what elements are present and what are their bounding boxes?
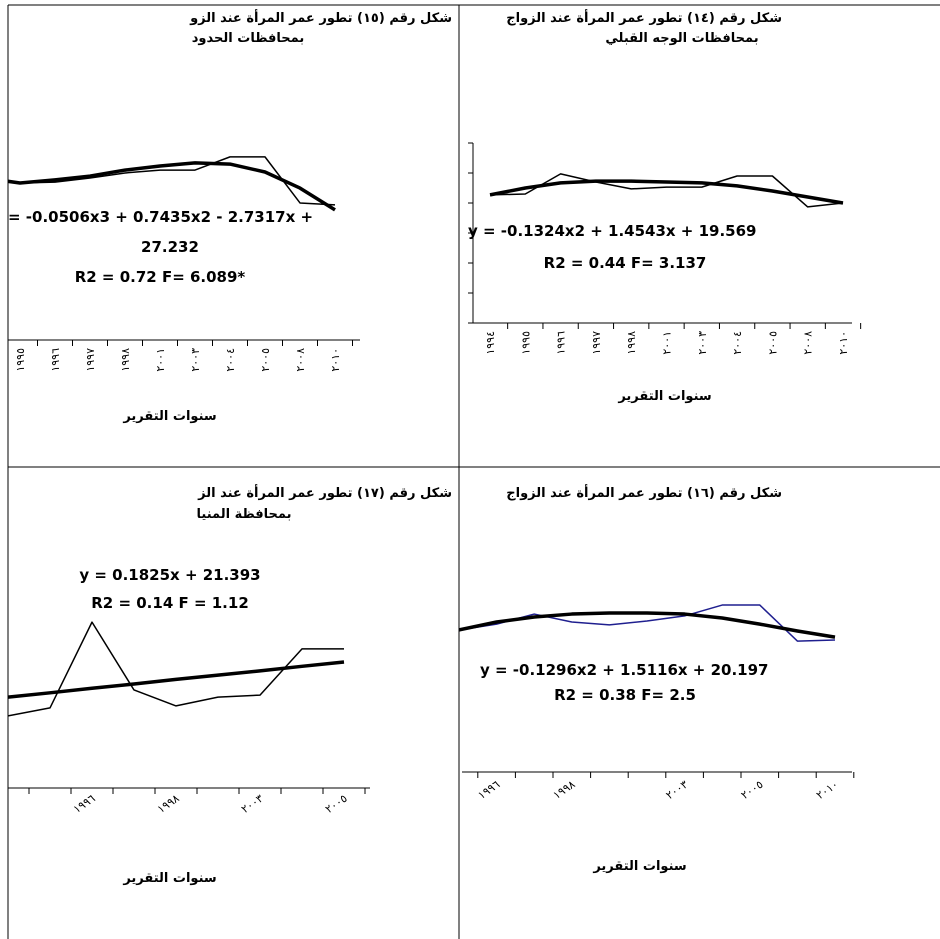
x-tick-label: ١٩٩٧ — [84, 348, 97, 372]
equation: R2 = 0.44 F= 3.137 — [544, 254, 707, 272]
x-tick-label: ١٩٩٤ — [484, 331, 497, 355]
chart-title: شكل رقم (١٥) تطور عمر المرأة عند الزو — [189, 9, 452, 26]
x-tick-label: ٢٠٠١ — [154, 348, 167, 372]
trend-line — [8, 161, 336, 212]
x-tick-label: ٢٠٠٣ — [239, 792, 266, 816]
chart-title: شكل رقم (١٦) تطور عمر المرأة عند الزواج — [506, 484, 782, 501]
equation: 27.232 — [141, 238, 199, 256]
x-axis-label: سنوات التقرير — [617, 389, 711, 404]
x-axis-label: سنوات التقرير — [592, 859, 686, 874]
data-line — [489, 173, 844, 208]
x-tick-label: ٢٠٠٥ — [259, 348, 272, 372]
equation: R2 = 0.14 F = 1.12 — [91, 594, 249, 612]
chart: شكل رقم (١٤) تطور عمر المرأة عند الزواج ب… — [468, 9, 862, 404]
x-tick-label: ١٩٩٨ — [155, 792, 182, 816]
chart-subtitle: بمحافظات الوجه القبلي — [605, 31, 758, 46]
x-tick-label: ٢٠٠٨ — [294, 348, 307, 372]
x-tick-label: ١٩٩٨ — [625, 331, 638, 355]
equation: R2 = 0.38 F= 2.5 — [554, 686, 696, 704]
x-tick-label: ٢٠٠٤ — [224, 348, 237, 372]
x-tick-label: ١٩٩٥ — [14, 348, 27, 372]
x-axis-label: سنوات التقرير — [122, 871, 216, 886]
x-axis-label: سنوات التقرير — [122, 409, 216, 424]
x-tick-label: ٢٠١٠ — [329, 348, 342, 372]
equation: = -0.0506x3 + 0.7435x2 - 2.7317x + — [8, 208, 313, 226]
x-tick-label: ٢٠٠٣ — [663, 778, 690, 802]
trend-line — [489, 179, 844, 205]
x-tick-label: ١٩٩٥ — [519, 331, 532, 355]
x-tick-label: ٢٠٠٤ — [731, 331, 744, 355]
frame — [7, 4, 940, 939]
x-tick-label: ١٩٩٨ — [119, 348, 132, 372]
data-line — [8, 621, 344, 717]
chart: شكل رقم (١٦) تطور عمر المرأة عند الزواج ١… — [459, 484, 855, 874]
data-line — [459, 604, 836, 642]
x-tick-label: ١٩٩٦ — [555, 331, 568, 355]
trend-line — [8, 660, 345, 699]
x-tick-label: ٢٠٠١ — [661, 331, 674, 355]
equation: y = -0.1324x2 + 1.4543x + 19.569 — [468, 222, 756, 240]
x-tick-label: ٢٠٠٥ — [766, 331, 779, 355]
x-tick-label: ٢٠٠٥ — [323, 792, 350, 816]
equation: y = 0.1825x + 21.393 — [79, 566, 260, 584]
chart: شكل رقم (١٥) تطور عمر المرأة عند الزو بمح… — [8, 9, 452, 424]
x-tick-label: ٢٠١٠ — [814, 778, 841, 802]
chart-subtitle: بمحافظة المنيا — [197, 507, 292, 522]
x-tick-label: ١٩٩٨ — [551, 778, 578, 802]
x-tick-label: ١٩٩٦ — [71, 792, 98, 816]
chart-subtitle: بمحافظات الحدود — [192, 31, 304, 46]
x-tick-label: ١٩٩٧ — [590, 331, 603, 355]
x-tick-label: ٢٠٠٣ — [696, 331, 709, 355]
x-tick-label: ٢٠١٠ — [837, 331, 850, 355]
x-tick-label: ١٩٩٦ — [49, 348, 62, 372]
chart: شكل رقم (١٧) تطور عمر المرأة عند الز بمحا… — [8, 484, 452, 886]
chart-title: شكل رقم (١٧) تطور عمر المرأة عند الز — [197, 484, 452, 501]
trend-line — [459, 611, 836, 639]
x-tick-label: ١٩٩٦ — [475, 778, 502, 802]
x-tick-label: ٢٠٠٨ — [802, 331, 815, 355]
x-tick-label: ٢٠٠٣ — [189, 348, 202, 372]
equation: y = -0.1296x2 + 1.5116x + 20.197 — [480, 661, 768, 679]
equation: R2 = 0.72 F= 6.089* — [75, 268, 246, 286]
x-tick-label: ٢٠٠٥ — [739, 778, 766, 802]
chart-title: شكل رقم (١٤) تطور عمر المرأة عند الزواج — [506, 9, 782, 26]
